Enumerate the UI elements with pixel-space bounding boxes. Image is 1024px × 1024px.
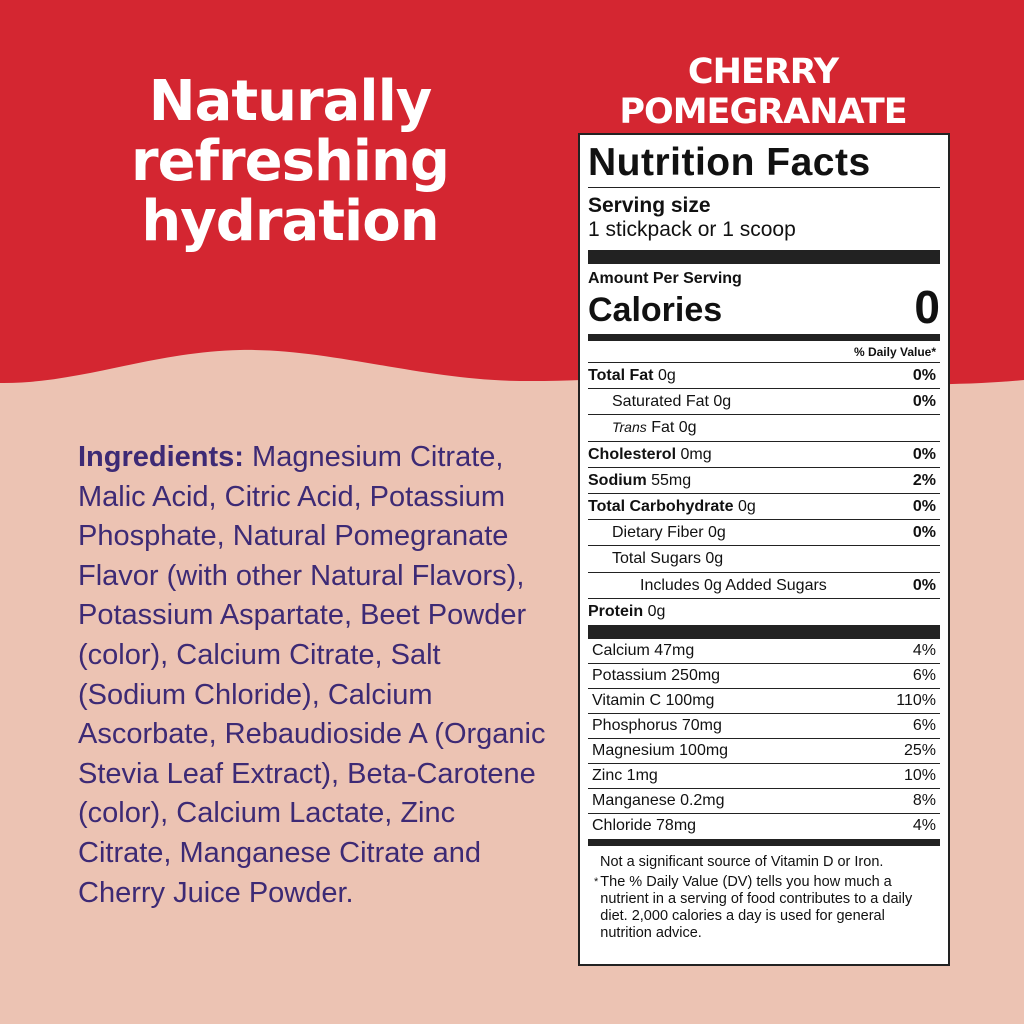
calories-row: Calories 0 xyxy=(588,284,940,330)
footnote-text: The % Daily Value (DV) tells you how muc… xyxy=(600,873,913,941)
nutrient-dv: 0% xyxy=(912,524,936,542)
nutrient-amount: 0g xyxy=(657,367,676,384)
nutrient-name: Includes 0g Added Sugars xyxy=(640,573,827,598)
footnote-star: * xyxy=(594,875,599,888)
nutrient-amount: 0g xyxy=(737,497,756,515)
calories-value: 0 xyxy=(914,281,940,333)
nutrient-label: Total Fat xyxy=(588,367,654,384)
nutrition-facts-label: Nutrition Facts Serving size 1 stickpack… xyxy=(578,133,950,966)
mineral-dv: 4% xyxy=(912,816,936,834)
nutrient-label: Cholesterol xyxy=(588,445,677,463)
nutrient-row: Dietary Fiber 0g 0% xyxy=(588,520,940,547)
mineral-name: Potassium 250mg xyxy=(592,666,721,684)
mineral-row: Vitamin C 100mg 110% xyxy=(588,689,940,714)
nutrient-name: Total Carbohydrate 0g xyxy=(588,494,756,519)
mineral-row: Potassium 250mg 6% xyxy=(588,664,940,689)
nutrient-name: Saturated Fat 0g xyxy=(612,389,731,414)
mineral-dv: 10% xyxy=(903,766,936,784)
mineral-name: Chloride 78mg xyxy=(592,816,697,834)
nutrient-label: Total Sugars xyxy=(612,550,701,568)
nutrient-row: Includes 0g Added Sugars 0% xyxy=(588,573,940,599)
mineral-dv: 110% xyxy=(896,691,936,709)
mineral-row: Calcium 47mg 4% xyxy=(588,639,940,664)
nutrient-label: Sodium xyxy=(588,471,647,489)
nutrient-dv: 0% xyxy=(912,445,936,463)
nutrient-dv: 2% xyxy=(912,471,936,489)
mineral-name: Phosphorus 70mg xyxy=(592,716,722,734)
mineral-dv: 6% xyxy=(912,716,936,734)
footnote-daily-value: * The % Daily Value (DV) tells you how mu… xyxy=(588,874,940,942)
nutrient-name: Total Fat 0g xyxy=(588,363,676,388)
nutrient-row: Saturated Fat 0g 0% xyxy=(588,389,940,416)
nutrient-amount: 0g xyxy=(647,602,666,620)
nutrient-amount: 0g xyxy=(708,524,726,542)
nutrient-dv: 0% xyxy=(912,497,936,515)
mineral-name: Magnesium 100mg xyxy=(592,741,729,759)
divider xyxy=(588,838,940,846)
mineral-row: Magnesium 100mg 25% xyxy=(588,739,940,764)
nutrient-amount: 0mg xyxy=(680,445,712,463)
nutrient-name: Total Sugars 0g xyxy=(612,546,723,571)
nutrient-dv: 0% xyxy=(912,393,936,411)
divider xyxy=(588,624,940,639)
ingredients-text: Magnesium Citrate, Malic Acid, Citric Ac… xyxy=(78,441,546,909)
mineral-dv: 25% xyxy=(903,741,936,759)
nutrient-row: Total Sugars 0g xyxy=(588,546,940,573)
serving-size-value: 1 stickpack or 1 scoop xyxy=(588,218,796,241)
headline-line: Naturally xyxy=(148,69,433,134)
nutrient-name: Protein 0g xyxy=(588,599,665,625)
mineral-name: Vitamin C 100mg xyxy=(592,691,715,709)
mineral-name: Zinc 1mg xyxy=(592,766,658,784)
nutrient-name: Sodium 55mg xyxy=(588,468,691,493)
nutrient-row: Trans Fat 0g xyxy=(588,415,940,442)
nutrient-amount: 55mg xyxy=(651,471,692,489)
nutrient-label: Protein xyxy=(588,602,644,620)
nutrient-dv: 0% xyxy=(912,576,936,594)
calories-label: Calories xyxy=(588,291,723,329)
mineral-name: Calcium 47mg xyxy=(592,641,695,659)
nutrient-amount: Fat 0g xyxy=(651,419,697,437)
nutrient-row: Cholesterol 0mg 0% xyxy=(588,442,940,468)
nutrient-name: Dietary Fiber 0g xyxy=(612,520,726,545)
mineral-name: Manganese 0.2mg xyxy=(592,791,725,809)
mineral-row: Chloride 78mg 4% xyxy=(588,814,940,839)
nutrient-row: Total Fat 0g 0% xyxy=(588,363,940,390)
nutrient-row: Sodium 55mg 2% xyxy=(588,468,940,494)
headline-line: hydration xyxy=(141,189,439,254)
nutrient-row: Total Carbohydrate 0g 0% xyxy=(588,494,940,521)
nutrient-row: Protein 0g xyxy=(588,599,940,625)
nutrient-label: Includes 0g Added Sugars xyxy=(640,576,827,594)
nutrient-label: Total Carbohydrate xyxy=(588,497,734,515)
nutrient-name: Trans Fat 0g xyxy=(612,415,697,440)
mineral-row: Phosphorus 70mg 6% xyxy=(588,714,940,739)
nutrition-title: Nutrition Facts xyxy=(588,141,940,188)
divider xyxy=(588,250,940,264)
mineral-row: Zinc 1mg 10% xyxy=(588,764,940,789)
flavor-title: CHERRY POMEGRANATE xyxy=(619,52,907,132)
headline: Naturally refreshing hydration xyxy=(60,72,520,252)
nutrient-amount: 0g xyxy=(713,393,732,411)
divider xyxy=(588,334,940,341)
nutrient-label: Trans xyxy=(612,419,647,436)
nutrient-label: Dietary Fiber xyxy=(612,524,704,542)
mineral-dv: 6% xyxy=(912,666,936,684)
ingredients-label: Ingredients: xyxy=(78,441,244,473)
mineral-row: Manganese 0.2mg 8% xyxy=(588,789,940,814)
footnote-vitamin-d: Not a significant source of Vitamin D or… xyxy=(600,853,884,870)
nutrient-amount: 0g xyxy=(705,550,724,568)
headline-line: refreshing xyxy=(131,129,450,194)
amount-per-serving: Amount Per Serving xyxy=(588,270,742,287)
mineral-dv: 4% xyxy=(912,641,936,659)
nutrient-name: Cholesterol 0mg xyxy=(588,442,712,467)
ingredients: Ingredients: Magnesium Citrate, Malic Ac… xyxy=(78,438,548,913)
mineral-dv: 8% xyxy=(912,791,936,809)
daily-value-header: % Daily Value* xyxy=(588,341,940,363)
serving-size-label: Serving size xyxy=(588,194,711,217)
nutrient-dv: 0% xyxy=(912,367,936,384)
nutrient-label: Saturated Fat xyxy=(612,393,709,411)
